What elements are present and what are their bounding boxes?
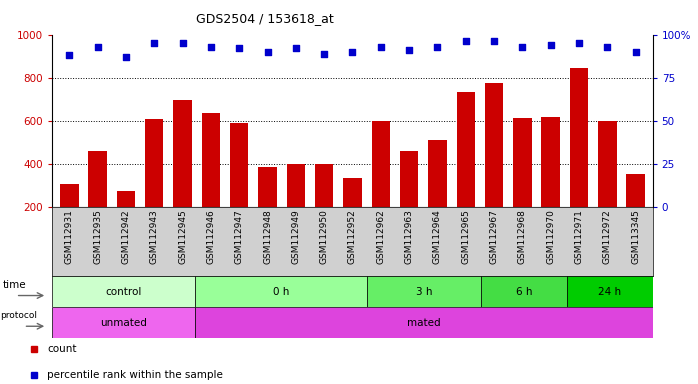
Bar (481, 276, 567, 307)
Text: mated: mated (407, 318, 440, 328)
Text: GSM112945: GSM112945 (178, 209, 187, 264)
Text: GSM112949: GSM112949 (291, 209, 300, 264)
Point (602, 44, 613, 50)
Point (403, 47, 415, 53)
Text: 24 h: 24 h (598, 287, 621, 297)
Text: GSM112950: GSM112950 (320, 209, 329, 264)
Text: GSM112931: GSM112931 (65, 209, 74, 264)
Point (92, 44, 103, 50)
Bar (52, 307, 195, 338)
Point (205, 44, 216, 50)
Point (376, 44, 387, 50)
Bar (429, 141, 447, 207)
Bar (400, 151, 418, 207)
Text: 6 h: 6 h (516, 287, 533, 297)
Point (318, 51, 329, 57)
Text: GSM112972: GSM112972 (603, 209, 612, 264)
Point (149, 40, 160, 46)
Text: time: time (3, 280, 27, 290)
Bar (371, 121, 390, 207)
Text: GSM112942: GSM112942 (121, 209, 131, 264)
Bar (145, 119, 163, 207)
Point (120, 54, 131, 60)
Bar (343, 178, 362, 207)
Text: 3 h: 3 h (416, 287, 432, 297)
Point (489, 38, 500, 45)
Point (460, 38, 471, 45)
Bar (513, 118, 532, 207)
Bar (202, 113, 220, 207)
Bar (570, 68, 588, 207)
Text: GSM112935: GSM112935 (93, 209, 102, 264)
Point (432, 44, 443, 50)
Bar (315, 164, 334, 207)
Bar (287, 164, 305, 207)
Point (64, 52, 75, 58)
Bar (598, 121, 616, 207)
Text: GSM112970: GSM112970 (547, 209, 555, 264)
Bar (230, 123, 248, 207)
Bar (195, 307, 653, 338)
Text: unmated: unmated (101, 318, 147, 328)
Bar (117, 191, 135, 207)
Bar (542, 117, 560, 207)
Bar (485, 83, 503, 207)
Text: GSM112971: GSM112971 (574, 209, 584, 264)
Bar (366, 276, 481, 307)
Bar (195, 276, 366, 307)
Text: GSM112967: GSM112967 (489, 209, 498, 264)
Text: GSM112968: GSM112968 (518, 209, 527, 264)
Text: GSM112948: GSM112948 (263, 209, 272, 264)
Point (347, 49, 358, 55)
Point (630, 49, 641, 55)
Point (574, 40, 585, 46)
Point (262, 49, 273, 55)
Point (517, 44, 528, 50)
Bar (89, 151, 107, 207)
Text: GSM113345: GSM113345 (631, 209, 640, 264)
Bar (626, 174, 645, 207)
Text: GSM112962: GSM112962 (376, 209, 385, 264)
Bar (60, 184, 79, 207)
Text: percentile rank within the sample: percentile rank within the sample (47, 370, 223, 380)
Bar (52, 276, 195, 307)
Text: GSM112946: GSM112946 (207, 209, 216, 264)
Point (234, 45, 245, 51)
Bar (567, 276, 653, 307)
Text: GSM112952: GSM112952 (348, 209, 357, 264)
Text: 0 h: 0 h (273, 287, 289, 297)
Point (545, 42, 556, 48)
Text: GSM112964: GSM112964 (433, 209, 442, 264)
Text: protocol: protocol (0, 311, 37, 320)
Bar (173, 101, 192, 207)
Text: GSM112947: GSM112947 (235, 209, 244, 264)
Text: control: control (105, 287, 142, 297)
Bar (258, 167, 276, 207)
Text: GDS2504 / 153618_at: GDS2504 / 153618_at (196, 12, 334, 25)
Point (177, 40, 188, 46)
Text: GSM112943: GSM112943 (150, 209, 158, 264)
Point (290, 45, 302, 51)
Text: GSM112965: GSM112965 (461, 209, 470, 264)
Text: count: count (47, 344, 77, 354)
Text: GSM112963: GSM112963 (405, 209, 414, 264)
Bar (456, 92, 475, 207)
